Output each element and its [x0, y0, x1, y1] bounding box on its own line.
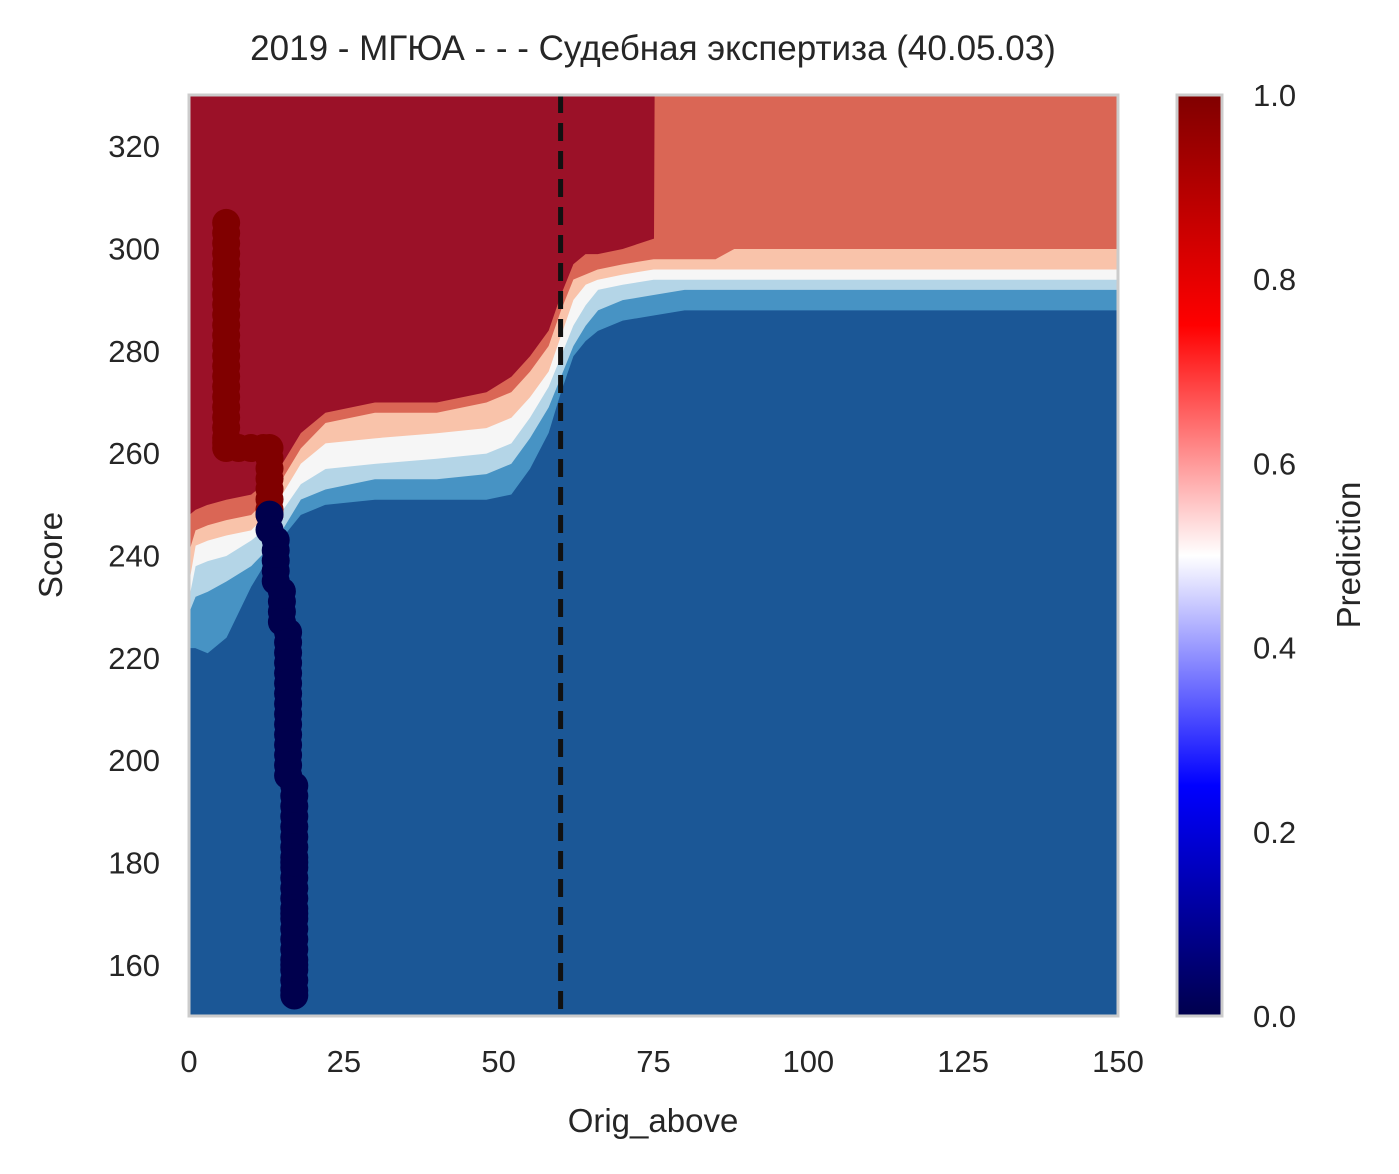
y-axis-label: Score [32, 512, 69, 598]
prediction-contours [189, 95, 1118, 654]
x-tick-label: 100 [782, 1044, 834, 1079]
y-tick-label: 320 [108, 129, 160, 164]
x-tick-label: 75 [636, 1044, 670, 1079]
point-class-0 [280, 899, 309, 928]
x-tick-label: 125 [937, 1044, 989, 1079]
plot-frame [187, 93, 1120, 1018]
point-class-0 [280, 848, 309, 877]
colorbar-tick-label: 0.0 [1253, 999, 1296, 1034]
point-class-0 [280, 950, 309, 979]
y-tick-label: 220 [108, 641, 160, 676]
y-tick-label: 280 [108, 334, 160, 369]
y-tick-label: 200 [108, 743, 160, 778]
x-tick-label: 0 [180, 1044, 197, 1079]
plot-area [189, 95, 1118, 1016]
x-tick-label: 25 [327, 1044, 361, 1079]
data-points [212, 208, 309, 1010]
colorbar-tick-label: 0.6 [1253, 446, 1296, 481]
colorbar-tick-label: 0.2 [1253, 815, 1296, 850]
x-axis-label: Orig_above [568, 1102, 739, 1139]
y-axis: 160 180 200 220 240 260 280 300 320 [108, 129, 160, 983]
colorbar-tick-label: 1.0 [1253, 78, 1296, 113]
y-tick-label: 260 [108, 436, 160, 471]
y-tick-label: 160 [108, 948, 160, 983]
x-axis: 0 25 50 75 100 125 150 [180, 1044, 1143, 1079]
y-tick-label: 180 [108, 846, 160, 881]
colorbar-tick-label: 0.8 [1253, 262, 1296, 297]
point-class-0 [280, 981, 309, 1010]
colorbar-ticks: 0.0 0.2 0.4 0.6 0.8 1.0 [1253, 78, 1296, 1034]
chart-title: 2019 - МГЮА - - - Судебная экспертиза (4… [250, 29, 1056, 68]
colorbar-label: Prediction [1330, 482, 1367, 629]
colorbar: 0.0 0.2 0.4 0.6 0.8 1.0 Prediction [1175, 78, 1367, 1034]
y-tick-label: 240 [108, 539, 160, 574]
colorbar-gradient [1175, 93, 1224, 1018]
x-tick-label: 150 [1092, 1044, 1144, 1079]
y-tick-label: 300 [108, 232, 160, 267]
colorbar-tick-label: 0.4 [1253, 631, 1296, 666]
x-tick-label: 50 [481, 1044, 515, 1079]
contour-band-0.8-1.0 [189, 95, 1118, 516]
